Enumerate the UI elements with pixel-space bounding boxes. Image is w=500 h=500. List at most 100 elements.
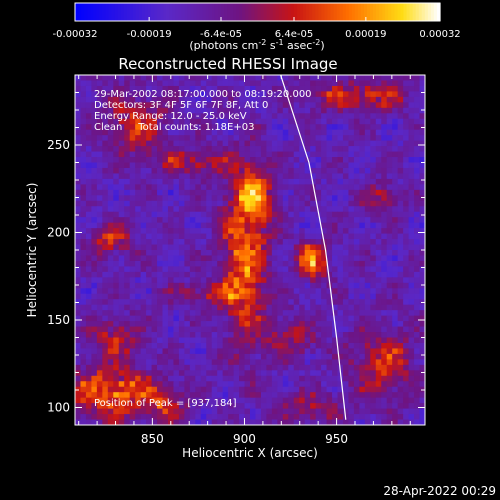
heatmap-cell <box>321 342 328 349</box>
heatmap-cell <box>414 189 421 196</box>
heatmap-cell <box>239 260 246 267</box>
heatmap-cell <box>299 271 306 278</box>
heatmap-cell <box>299 124 306 131</box>
heatmap-cell <box>211 157 218 163</box>
heatmap-cell <box>233 288 240 295</box>
heatmap-cell <box>80 321 87 328</box>
heatmap-cell <box>222 162 229 169</box>
heatmap-cell <box>353 282 360 289</box>
heatmap-cell <box>304 255 311 262</box>
heatmap-cell <box>222 113 229 120</box>
heatmap-cell <box>184 419 191 425</box>
heatmap-cell <box>304 277 311 284</box>
heatmap-cell <box>381 353 388 360</box>
heatmap-cell <box>282 189 289 196</box>
heatmap-cell <box>124 359 131 366</box>
heatmap-cell <box>392 310 399 317</box>
heatmap-cell <box>244 129 251 136</box>
heatmap-cell <box>386 326 393 333</box>
heatmap-cell <box>353 162 360 169</box>
heatmap-cell <box>195 348 202 355</box>
colorbar-segment <box>430 3 435 21</box>
heatmap-cell <box>370 282 377 289</box>
heatmap-cell <box>381 266 388 273</box>
heatmap-cell <box>260 91 267 98</box>
heatmap-cell <box>288 184 295 191</box>
heatmap-cell <box>124 113 131 120</box>
heatmap-cell <box>315 244 322 251</box>
heatmap-cell <box>277 178 284 185</box>
heatmap-cell <box>124 337 131 344</box>
heatmap-cell <box>102 113 109 120</box>
heatmap-cell <box>342 392 349 399</box>
heatmap-cell <box>282 397 289 404</box>
heatmap-cell <box>375 80 382 87</box>
heatmap-cell <box>386 392 393 399</box>
heatmap-cell <box>250 337 256 344</box>
heatmap-cell <box>178 255 185 262</box>
heatmap-cell <box>102 96 109 103</box>
heatmap-cell <box>184 228 191 235</box>
heatmap-cell <box>140 304 147 311</box>
heatmap-cell <box>228 140 235 147</box>
heatmap-cell <box>293 408 300 415</box>
heatmap-cell <box>326 293 333 300</box>
heatmap-cell <box>310 419 317 425</box>
heatmap-cell <box>151 200 158 207</box>
heatmap-cell <box>299 386 306 393</box>
heatmap-cell <box>299 293 306 300</box>
heatmap-cell <box>288 375 295 382</box>
heatmap-cell <box>118 217 125 224</box>
heatmap-cell <box>392 211 399 218</box>
heatmap-cell <box>244 118 251 125</box>
heatmap-cell <box>189 113 196 120</box>
heatmap-cell <box>288 353 295 360</box>
heatmap-cell <box>178 151 185 158</box>
heatmap-cell <box>342 118 349 125</box>
heatmap-cell <box>315 414 322 421</box>
heatmap-cell <box>386 353 393 360</box>
heatmap-cell <box>375 217 382 224</box>
heatmap-cell <box>397 266 404 273</box>
heatmap-cell <box>135 162 142 169</box>
heatmap-cell <box>364 96 371 103</box>
colorbar-segment <box>330 3 335 21</box>
heatmap-cell <box>135 135 142 142</box>
heatmap-cell <box>304 85 311 92</box>
heatmap-cell <box>178 326 185 333</box>
heatmap-cell <box>310 348 317 355</box>
heatmap-cell <box>271 167 278 174</box>
heatmap-cell <box>173 310 180 317</box>
heatmap-cell <box>151 162 158 169</box>
colorbar-segment <box>294 3 298 21</box>
heatmap-cell <box>304 195 311 202</box>
colorbar-segment <box>163 3 167 21</box>
heatmap-cell <box>107 321 114 328</box>
heatmap-cell <box>157 386 163 393</box>
heatmap-cell <box>321 326 328 333</box>
heatmap-cell <box>282 255 289 262</box>
heatmap-cell <box>288 91 295 98</box>
heatmap-cell <box>321 353 328 360</box>
colorbar-segment <box>327 3 332 21</box>
heatmap-cell <box>370 189 377 196</box>
heatmap-cell <box>392 408 399 415</box>
heatmap-cell <box>403 228 410 235</box>
heatmap-cell <box>195 146 202 153</box>
heatmap-cell <box>403 75 410 81</box>
heatmap-cell <box>414 337 421 344</box>
heatmap-cell <box>178 375 185 382</box>
heatmap-cell <box>326 178 333 185</box>
heatmap-cell <box>326 359 333 366</box>
heatmap-cell <box>392 162 399 169</box>
heatmap-cell <box>419 288 425 295</box>
heatmap-cell <box>381 315 388 322</box>
heatmap-cell <box>113 113 120 120</box>
heatmap-cell <box>299 326 306 333</box>
heatmap-cell <box>397 228 404 235</box>
heatmap-cell <box>135 239 142 246</box>
heatmap-cell <box>408 233 415 240</box>
heatmap-cell <box>135 403 142 410</box>
heatmap-cell <box>228 146 235 153</box>
heatmap-cell <box>304 233 311 240</box>
